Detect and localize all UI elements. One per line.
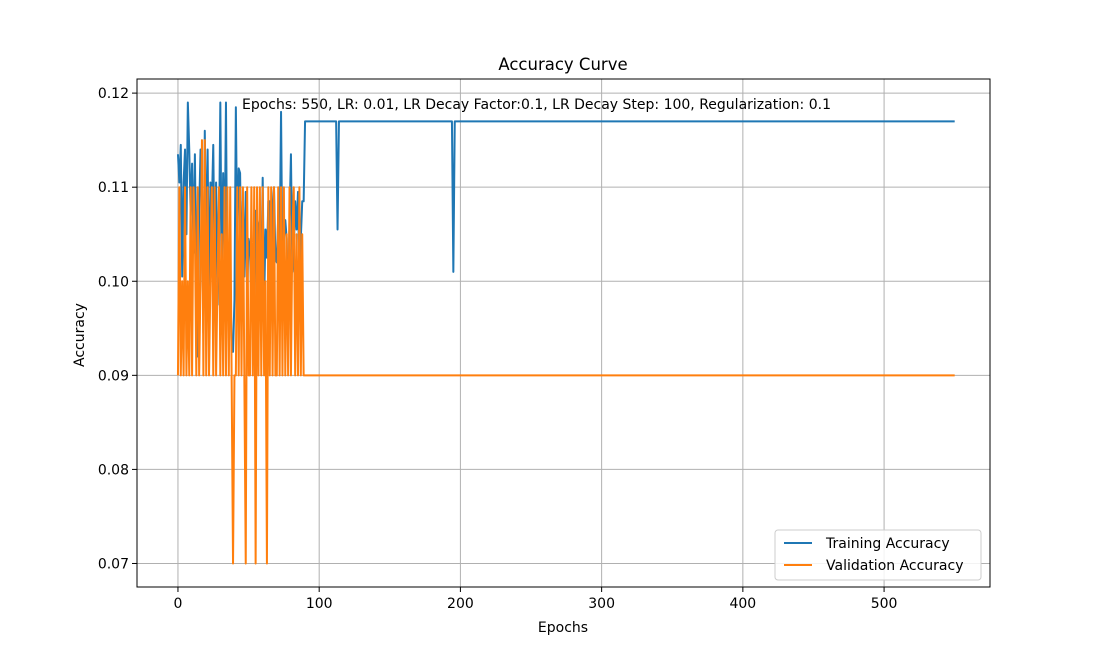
- chart-title: Accuracy Curve: [498, 55, 627, 74]
- x-tick-label: 0: [173, 596, 182, 612]
- plot-frame: [136, 78, 991, 588]
- y-tick-label: 0.10: [98, 274, 129, 290]
- x-tick-label: 200: [447, 596, 474, 612]
- legend-label-training: Training Accuracy: [825, 536, 950, 552]
- ticks: 0 100 200 300 400 500 0.07 0.08 0.09 0.10 0.11 0.12: [98, 86, 898, 612]
- x-tick-label: 300: [588, 596, 615, 612]
- x-axis-label: Epochs: [538, 620, 588, 636]
- chart-annotation: Epochs: 550, LR: 0.01, LR Decay Factor:0…: [242, 97, 831, 113]
- y-tick-label: 0.09: [98, 368, 129, 384]
- y-tick-label: 0.11: [98, 180, 129, 196]
- series-layer: [176, 101, 955, 565]
- x-tick-label: 400: [729, 596, 756, 612]
- y-tick-label: 0.12: [98, 86, 129, 102]
- legend-label-validation: Validation Accuracy: [826, 558, 964, 574]
- legend: Training Accuracy Validation Accuracy: [774, 529, 982, 581]
- y-tick-label: 0.08: [98, 462, 129, 478]
- y-axis-label: Accuracy: [72, 303, 88, 367]
- x-tick-label: 100: [306, 596, 333, 612]
- y-tick-label: 0.07: [98, 556, 129, 572]
- x-tick-label: 500: [871, 596, 898, 612]
- validation-accuracy-line: [176, 139, 955, 565]
- legend-box: [774, 529, 982, 581]
